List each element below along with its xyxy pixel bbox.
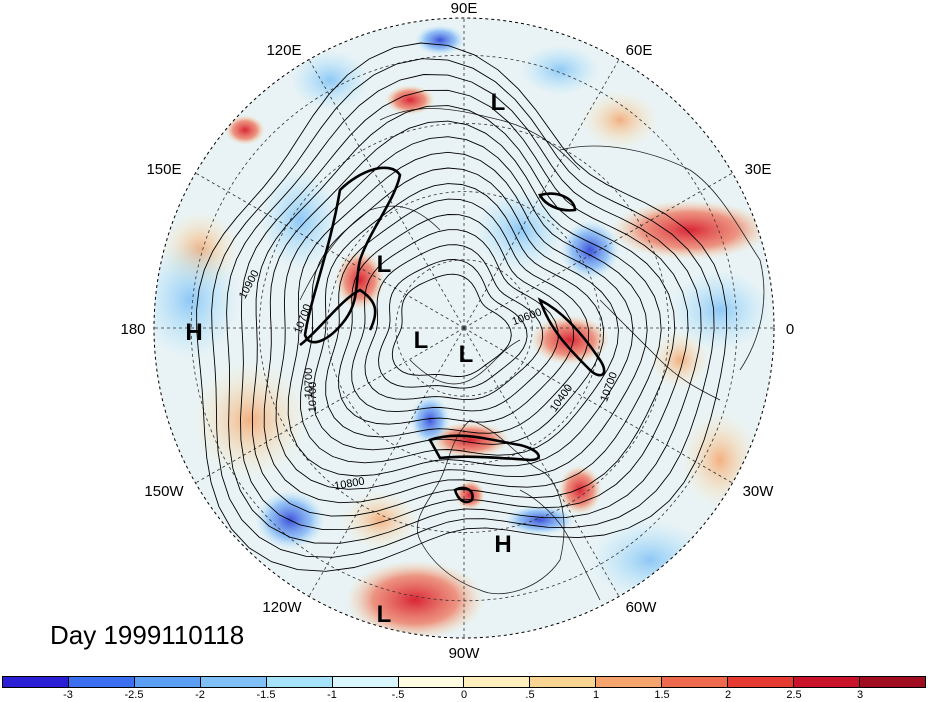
colorbar-tick-label: -2.5 xyxy=(125,689,144,701)
high-center: H xyxy=(185,319,202,346)
anomaly-patch xyxy=(580,90,660,150)
anomaly-patch xyxy=(225,115,265,145)
lon-label-30w: 30W xyxy=(743,483,775,500)
high-center: H xyxy=(494,531,511,558)
anomaly-patch xyxy=(520,45,600,95)
lon-label-30e: 30E xyxy=(745,161,772,178)
colorbar-ticks: -3 -2.5 -2 -1.5 -1 -.5 0 .5 1 1.5 2 2.5 3 xyxy=(2,689,926,702)
colorbar-tick-label: 3 xyxy=(857,689,863,701)
colorbar-tick-label: 1.5 xyxy=(654,689,669,701)
colorbar-tick-label: 0 xyxy=(461,689,467,701)
anomaly-patch xyxy=(290,50,370,110)
colorbar-cell xyxy=(135,677,201,687)
colorbar-cell xyxy=(860,677,925,687)
lon-label-180: 180 xyxy=(120,321,145,338)
anomaly-patch xyxy=(455,480,485,510)
lon-label-120w: 120W xyxy=(262,599,302,616)
anomaly-field xyxy=(140,18,774,640)
colorbar xyxy=(2,676,926,688)
colorbar-tick-label: .5 xyxy=(525,689,534,701)
lon-label-150e: 150E xyxy=(146,161,181,178)
lon-label-90w: 90W xyxy=(449,645,481,662)
colorbar-tick-label: 1 xyxy=(593,689,599,701)
colorbar-cell xyxy=(728,677,794,687)
low-center: L xyxy=(414,327,429,354)
lon-label-120e: 120E xyxy=(266,42,301,59)
anomaly-patch xyxy=(560,220,620,280)
colorbar-tick-label: 2 xyxy=(725,689,731,701)
lon-label-60w: 60W xyxy=(626,599,658,616)
colorbar-tick-label: -1 xyxy=(327,689,337,701)
lon-label-90e: 90E xyxy=(451,0,478,17)
colorbar-tick-label: 2.5 xyxy=(786,689,801,701)
colorbar-tick-label: -3 xyxy=(63,689,73,701)
colorbar-cell xyxy=(464,677,530,687)
low-center: L xyxy=(377,251,392,278)
colorbar-cell xyxy=(530,677,596,687)
contour-label: 10700 xyxy=(307,382,319,413)
colorbar-tick-label: -1.5 xyxy=(257,689,276,701)
lon-label-150w: 150W xyxy=(144,483,184,500)
low-center: L xyxy=(491,89,506,116)
lon-label-0: 0 xyxy=(786,321,794,338)
anomaly-patch xyxy=(670,270,770,350)
colorbar-cell xyxy=(333,677,399,687)
colorbar-cell xyxy=(201,677,267,687)
lon-label-60e: 60E xyxy=(626,42,653,59)
colorbar-cell xyxy=(794,677,860,687)
low-center: L xyxy=(377,601,392,628)
anomaly-patch xyxy=(610,200,770,260)
colorbar-cell xyxy=(399,677,465,687)
colorbar-cell xyxy=(3,677,69,687)
colorbar-cell xyxy=(596,677,662,687)
colorbar-cell xyxy=(69,677,135,687)
anomaly-patch xyxy=(415,25,465,55)
colorbar-cell xyxy=(267,677,333,687)
colorbar-tick-label: -2 xyxy=(195,689,205,701)
anomaly-patch xyxy=(260,170,340,270)
low-center: L xyxy=(459,341,474,368)
plot-title: Day 1999110118 xyxy=(50,620,244,651)
colorbar-cell xyxy=(662,677,728,687)
colorbar-tick-label: -.5 xyxy=(392,689,405,701)
